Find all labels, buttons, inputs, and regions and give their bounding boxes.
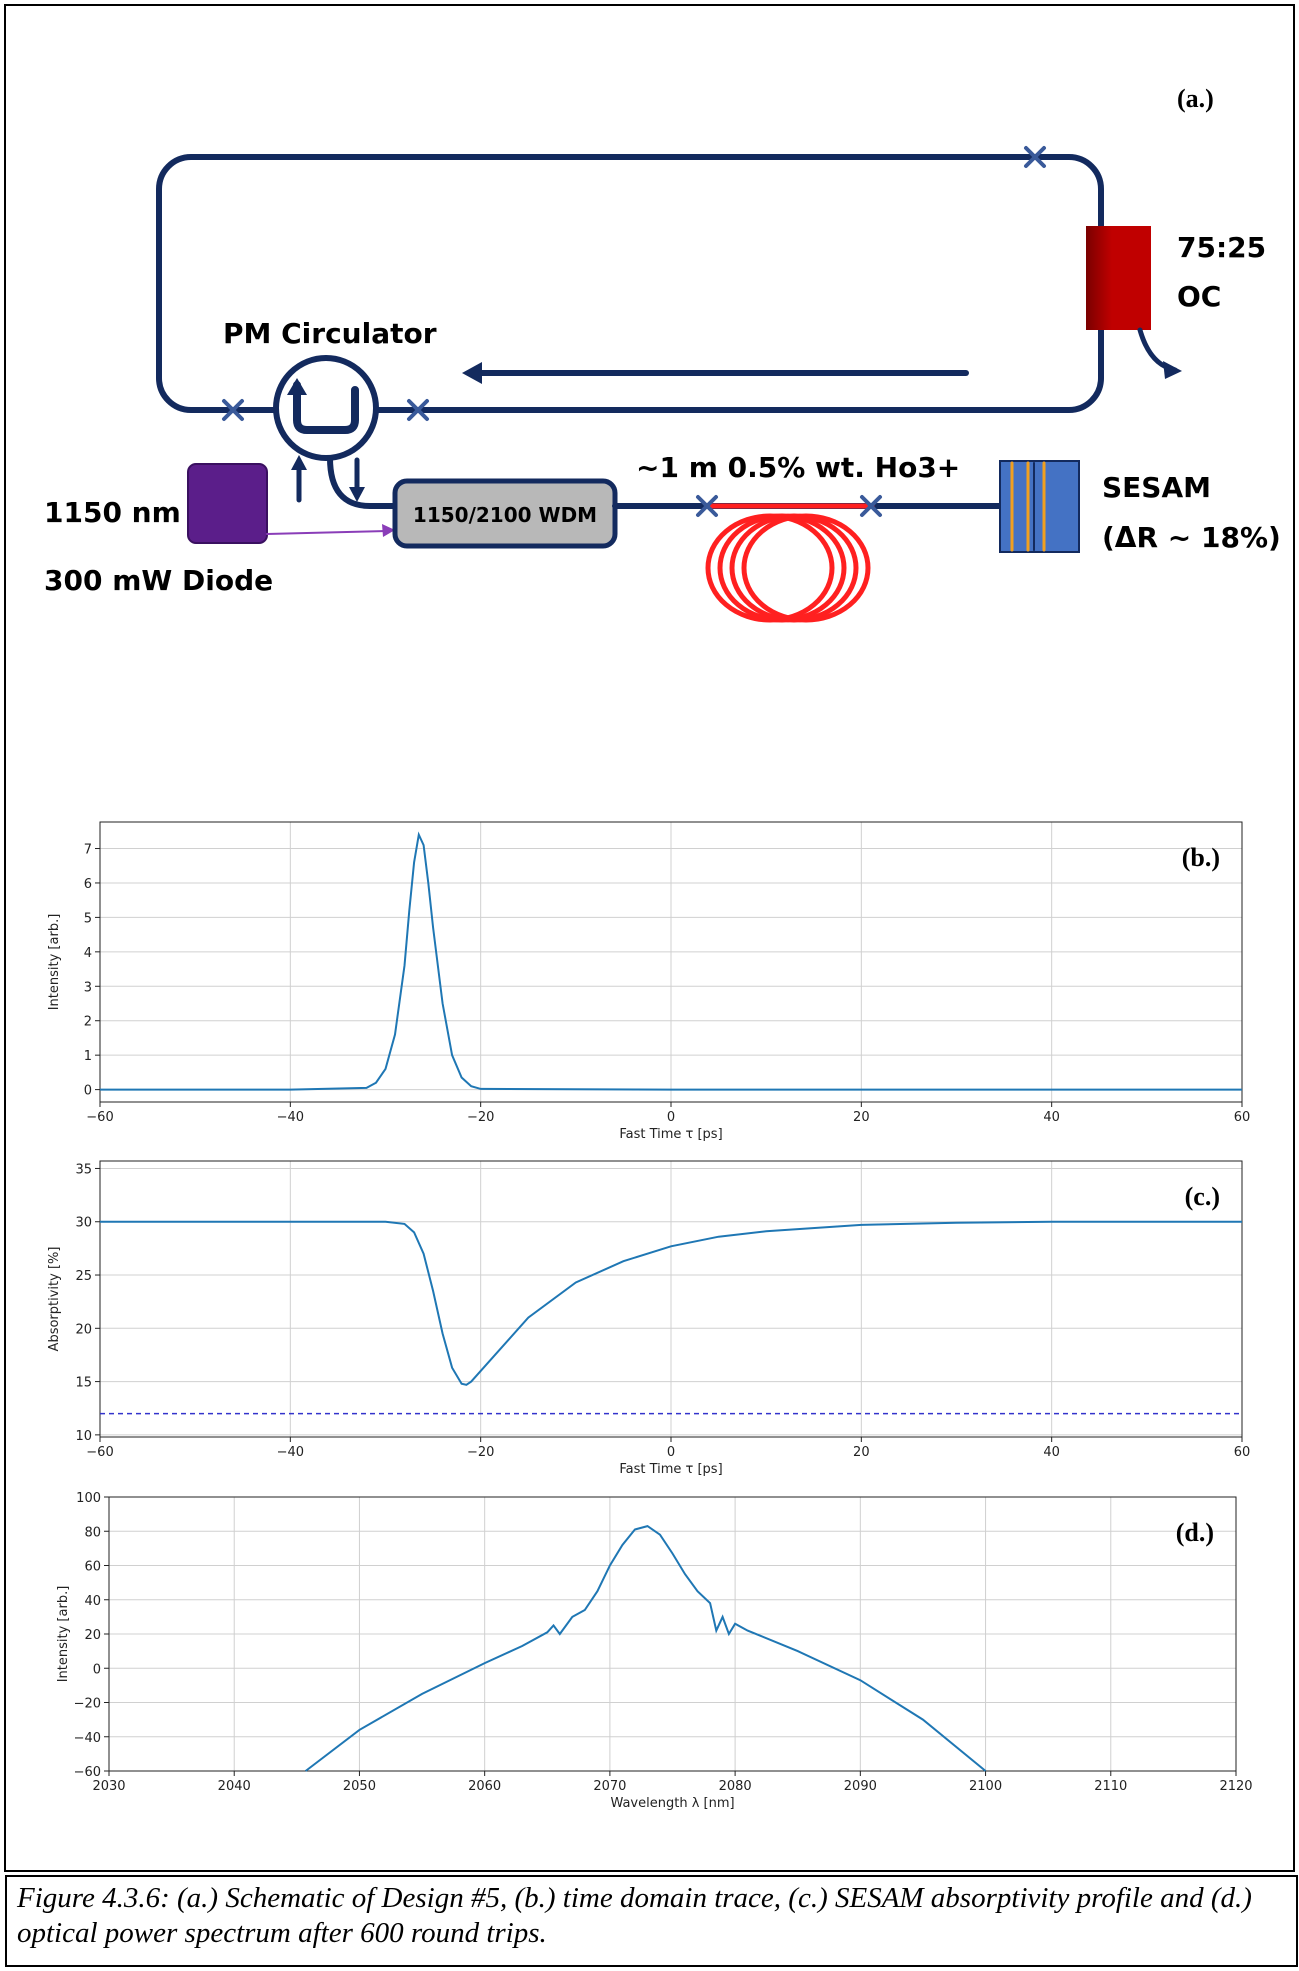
y-tick-label: 40 <box>84 1594 101 1609</box>
y-tick-label: −40 <box>74 1731 101 1746</box>
x-tick-label: 2110 <box>1094 1779 1127 1794</box>
x-axis-label: Fast Time τ [ps] <box>619 1462 722 1477</box>
x-tick-label: 2030 <box>92 1779 125 1794</box>
x-tick-label: 2100 <box>969 1779 1002 1794</box>
y-tick-label: −60 <box>74 1765 101 1780</box>
circulator-label: PM Circulator <box>223 317 437 350</box>
y-tick-label: −20 <box>74 1697 101 1712</box>
x-axis-label: Fast Time τ [ps] <box>619 1127 722 1142</box>
y-tick-label: 4 <box>84 946 92 961</box>
port-arrow-head <box>291 455 307 470</box>
y-axis-label: Intensity [arb.] <box>56 1586 71 1683</box>
y-tick-label: 100 <box>76 1491 101 1506</box>
x-tick-label: 60 <box>1234 1445 1251 1460</box>
page: (a.) 75:25 OC PM Circulator 1150 nm 300 … <box>0 0 1299 1971</box>
sesam <box>1000 461 1079 552</box>
gain-fiber-coil <box>707 506 872 620</box>
x-tick-label: −20 <box>467 1445 494 1460</box>
y-tick-label: 7 <box>84 843 92 858</box>
y-tick-label: 2 <box>84 1015 92 1030</box>
sesam-modulation: (ΔR ~ 18%) <box>1102 521 1281 554</box>
x-tick-label: 40 <box>1043 1445 1060 1460</box>
x-tick-label: −40 <box>277 1445 304 1460</box>
pump-diode <box>188 464 267 543</box>
x-tick-label: 2050 <box>343 1779 376 1794</box>
y-tick-label: 0 <box>93 1662 101 1677</box>
arrow-head <box>462 362 482 384</box>
x-tick-label: 2060 <box>468 1779 501 1794</box>
y-tick-label: 35 <box>75 1162 92 1177</box>
x-axis-label: Wavelength λ [nm] <box>610 1796 734 1811</box>
y-tick-label: 60 <box>84 1560 101 1575</box>
wdm-label: 1150/2100 WDM <box>413 503 597 527</box>
y-tick-label: 6 <box>84 877 92 892</box>
fiber-label: ~1 m 0.5% wt. Ho3+ <box>636 451 960 484</box>
x-tick-label: −20 <box>467 1110 494 1125</box>
y-tick-label: 20 <box>75 1322 92 1337</box>
y-tick-label: 3 <box>84 980 92 995</box>
pump-wavelength: 1150 nm <box>44 496 181 529</box>
y-tick-label: 10 <box>75 1429 92 1444</box>
x-tick-label: 0 <box>667 1445 675 1460</box>
x-tick-label: 2040 <box>218 1779 251 1794</box>
x-tick-label: 2070 <box>593 1779 626 1794</box>
x-tick-label: 20 <box>853 1445 870 1460</box>
y-tick-label: 80 <box>84 1525 101 1540</box>
y-axis-label: Intensity [arb.] <box>47 914 62 1011</box>
circulator <box>276 358 376 458</box>
coupler-ratio: 75:25 <box>1177 231 1266 264</box>
data-line <box>306 1526 986 1771</box>
y-tick-label: 15 <box>75 1376 92 1391</box>
panel-label: (d.) <box>1176 1518 1214 1547</box>
output-coupler <box>1086 226 1151 330</box>
x-tick-label: 0 <box>667 1110 675 1125</box>
x-tick-label: 40 <box>1043 1110 1060 1125</box>
y-tick-label: 30 <box>75 1216 92 1231</box>
x-tick-label: 2080 <box>719 1779 752 1794</box>
caption: Figure 4.3.6: (a.) Schematic of Design #… <box>5 1875 1298 1967</box>
x-tick-label: 2120 <box>1219 1779 1252 1794</box>
panel-label: (c.) <box>1185 1182 1220 1211</box>
x-tick-label: 2090 <box>844 1779 877 1794</box>
output-arrow <box>1140 330 1175 370</box>
y-axis-label: Absorptivity [%] <box>47 1247 62 1352</box>
output-arrow-head <box>1163 361 1182 379</box>
schematic: (a.) 75:25 OC PM Circulator 1150 nm 300 … <box>44 84 1281 620</box>
pump-line <box>267 531 385 534</box>
pump-label: 300 mW Diode <box>44 564 273 597</box>
coupler-label: OC <box>1177 280 1221 313</box>
sesam-label: SESAM <box>1102 471 1211 504</box>
y-tick-label: 1 <box>84 1049 92 1064</box>
x-tick-label: −60 <box>86 1110 113 1125</box>
figure: (a.) 75:25 OC PM Circulator 1150 nm 300 … <box>0 0 1299 1971</box>
y-tick-label: 20 <box>84 1628 101 1643</box>
x-tick-label: −40 <box>277 1110 304 1125</box>
panel-label: (a.) <box>1177 84 1214 113</box>
x-tick-label: 60 <box>1234 1110 1251 1125</box>
y-tick-label: 0 <box>84 1084 92 1099</box>
y-tick-label: 25 <box>75 1269 92 1284</box>
panel-label: (b.) <box>1182 843 1220 872</box>
x-tick-label: −60 <box>86 1445 113 1460</box>
x-tick-label: 20 <box>853 1110 870 1125</box>
fiber-link <box>330 458 395 506</box>
y-tick-label: 5 <box>84 911 92 926</box>
